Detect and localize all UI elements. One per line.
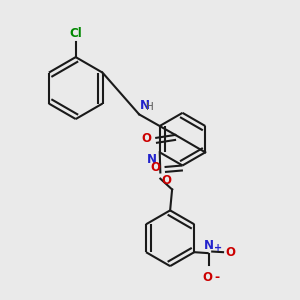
Text: N: N	[140, 99, 150, 112]
Text: -: -	[215, 271, 220, 284]
Text: O: O	[161, 174, 171, 187]
Text: H: H	[146, 102, 154, 112]
Text: O: O	[142, 131, 152, 145]
Text: N: N	[147, 153, 157, 166]
Text: O: O	[202, 271, 213, 284]
Text: O: O	[225, 246, 235, 259]
Text: O: O	[151, 160, 161, 173]
Text: +: +	[214, 243, 222, 253]
Text: Cl: Cl	[69, 27, 82, 40]
Text: N: N	[204, 238, 214, 252]
